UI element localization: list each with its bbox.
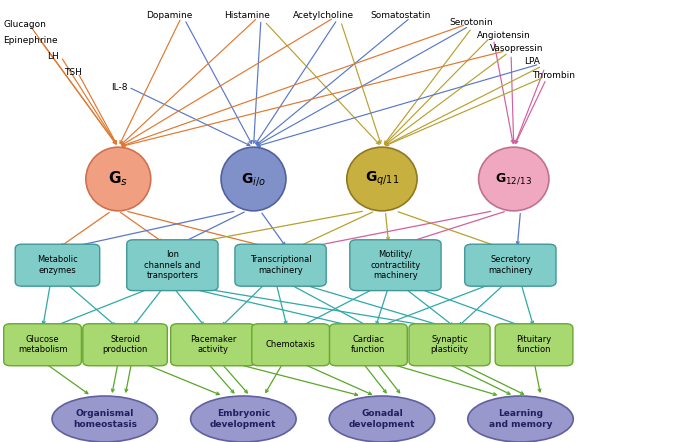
Text: Metabolic
enzymes: Metabolic enzymes	[37, 255, 78, 275]
Text: Cardiac
function: Cardiac function	[351, 335, 386, 354]
Ellipse shape	[468, 396, 573, 442]
Text: G$_{12/13}$: G$_{12/13}$	[496, 171, 532, 187]
Text: Angiotensin: Angiotensin	[477, 31, 531, 40]
Text: TSH: TSH	[64, 68, 82, 77]
Text: Vasopressin: Vasopressin	[490, 44, 544, 53]
FancyBboxPatch shape	[4, 324, 82, 366]
Text: Pituitary
function: Pituitary function	[516, 335, 552, 354]
Text: G$_{q/11}$: G$_{q/11}$	[365, 170, 399, 188]
Ellipse shape	[221, 147, 286, 211]
FancyBboxPatch shape	[16, 244, 100, 286]
FancyBboxPatch shape	[350, 240, 441, 291]
Ellipse shape	[52, 396, 158, 442]
Text: Embryonic
development: Embryonic development	[210, 409, 276, 429]
Text: LPA: LPA	[524, 57, 539, 66]
Text: Steroid
production: Steroid production	[102, 335, 148, 354]
Text: Synaptic
plasticity: Synaptic plasticity	[431, 335, 468, 354]
Ellipse shape	[191, 396, 296, 442]
Ellipse shape	[347, 147, 417, 211]
Text: G$_s$: G$_s$	[108, 170, 128, 188]
Text: Ion
channels and
transporters: Ion channels and transporters	[144, 250, 201, 280]
Text: LH: LH	[47, 52, 59, 61]
Text: Thrombin: Thrombin	[532, 71, 575, 80]
Text: G$_{i/o}$: G$_{i/o}$	[241, 171, 266, 187]
Text: Secretory
machinery: Secretory machinery	[488, 255, 533, 275]
Text: Organismal
homeostasis: Organismal homeostasis	[73, 409, 137, 429]
Ellipse shape	[86, 147, 151, 211]
FancyBboxPatch shape	[495, 324, 573, 366]
Text: Chemotaxis: Chemotaxis	[266, 340, 316, 349]
FancyBboxPatch shape	[127, 240, 218, 291]
Text: Epinephrine: Epinephrine	[3, 36, 58, 45]
Text: Motility/
contractility
machinery: Motility/ contractility machinery	[370, 250, 420, 280]
Text: Glucagon: Glucagon	[3, 20, 46, 29]
Text: Acetylcholine: Acetylcholine	[293, 11, 354, 20]
Text: Serotonin: Serotonin	[450, 18, 493, 27]
Text: Glucose
metabolism: Glucose metabolism	[18, 335, 68, 354]
FancyBboxPatch shape	[409, 324, 490, 366]
FancyBboxPatch shape	[82, 324, 168, 366]
Ellipse shape	[329, 396, 435, 442]
FancyBboxPatch shape	[465, 244, 556, 286]
Text: Gonadal
development: Gonadal development	[349, 409, 415, 429]
Text: Histamine: Histamine	[224, 11, 270, 20]
Ellipse shape	[479, 147, 549, 211]
Text: Learning
and memory: Learning and memory	[489, 409, 552, 429]
FancyBboxPatch shape	[170, 324, 256, 366]
Text: IL-8: IL-8	[112, 83, 128, 91]
Text: Dopamine: Dopamine	[146, 11, 192, 20]
FancyBboxPatch shape	[330, 324, 407, 366]
FancyBboxPatch shape	[251, 324, 330, 366]
Text: Transcriptional
machinery: Transcriptional machinery	[249, 255, 312, 275]
Text: Pacemaker
activity: Pacemaker activity	[190, 335, 236, 354]
FancyBboxPatch shape	[235, 244, 327, 286]
Text: Somatostatin: Somatostatin	[370, 11, 431, 20]
